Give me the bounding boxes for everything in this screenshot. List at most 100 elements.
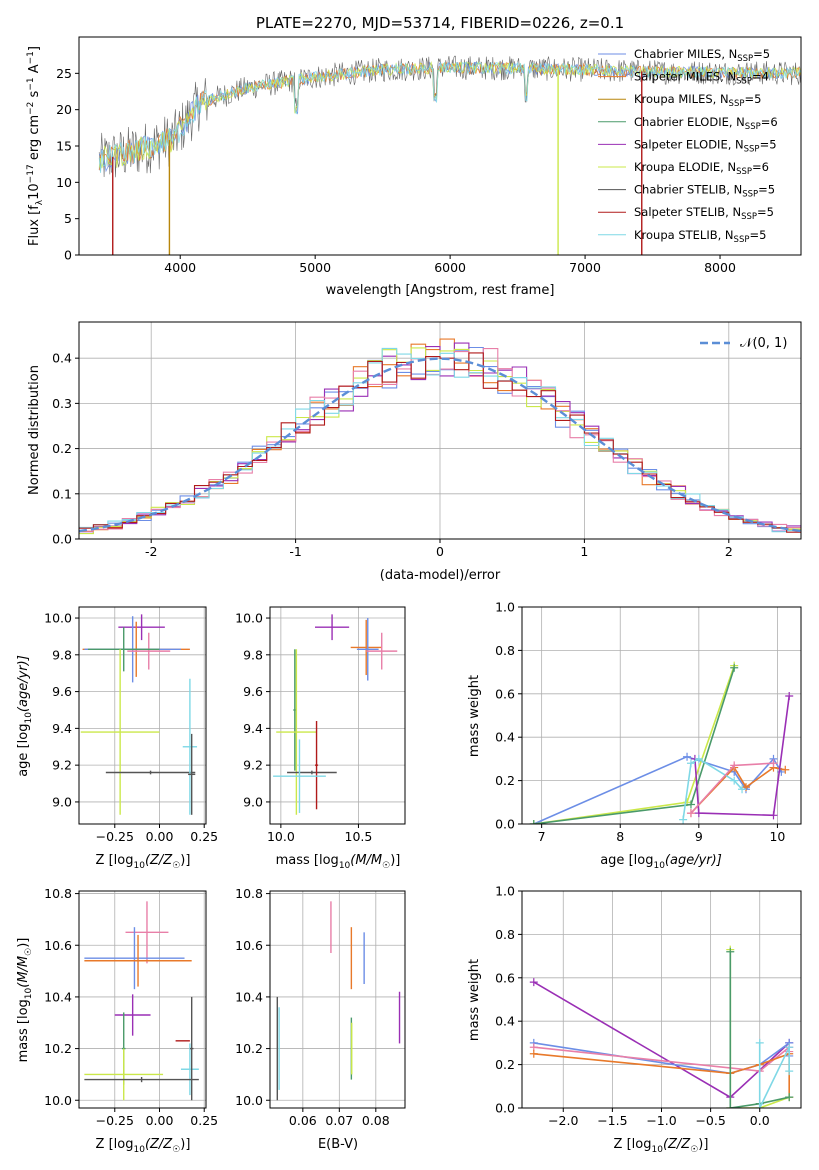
data-point xyxy=(529,820,538,824)
data-point xyxy=(726,1104,735,1108)
y-axis-label: Normed distribution xyxy=(27,365,42,495)
data-point xyxy=(738,785,747,794)
data-point xyxy=(686,800,695,809)
data-point xyxy=(785,1067,794,1076)
legend-entry: Chabrier ELODIE, NSSP=6 xyxy=(634,115,778,132)
plot-mass-weight-vs-Z: −2.0 −1.5 −1.0 −0.5 0.0 0.0 0.2 0.4 0.6 0.8 1.0 Z [… xyxy=(467,884,802,1155)
y-tick-label: 10.0 xyxy=(44,611,72,626)
series-line xyxy=(758,1042,790,1108)
plot-area xyxy=(84,901,199,1101)
axes-frame xyxy=(269,606,406,825)
data-point xyxy=(683,752,692,761)
plot-residuals: -2 -1 0 1 2 0.0 0.1 0.2 0.3 0.4 (data-model)/error… xyxy=(27,321,802,583)
legend-entry: Chabrier STELIB, NSSP=5 xyxy=(634,183,775,200)
x-axis-label: E(B-V) xyxy=(318,1137,358,1152)
plot-area xyxy=(80,614,198,815)
y-axis-label: mass [log10(M/M☉)] xyxy=(16,938,34,1063)
y-tick-label: 10.2 xyxy=(44,1041,72,1056)
chart-title: PLATE=2270, MJD=53714, FIBERID=0226, z=0… xyxy=(256,14,624,32)
y-tick-label: 0.2 xyxy=(52,441,72,456)
legend-entry: Salpeter ELODIE, NSSP=5 xyxy=(634,137,777,154)
y-tick-label: 9.8 xyxy=(52,647,72,662)
histogram-step xyxy=(79,347,801,533)
series-line xyxy=(729,951,790,1108)
data-point xyxy=(781,765,790,774)
x-tick-label: 7000 xyxy=(569,260,601,275)
y-tick-label: 0.0 xyxy=(495,1101,515,1116)
axes-frame xyxy=(269,890,406,1109)
x-axis-label: (data-model)/error xyxy=(380,568,501,583)
data-point xyxy=(769,811,778,820)
x-tick-label: 9 xyxy=(695,829,703,844)
plot-mass-weight-vs-age: 7 8 9 10 0.0 0.2 0.4 0.6 0.8 1.0 age [log10(age/yr… xyxy=(467,600,802,871)
x-axis-label: wavelength [Angstrom, rest frame] xyxy=(326,283,555,298)
x-tick-label: 7 xyxy=(538,829,546,844)
data-point xyxy=(679,815,688,824)
x-tick-label: 0.06 xyxy=(289,1113,317,1128)
x-tick-label: 6000 xyxy=(434,260,466,275)
plot-area xyxy=(98,55,801,255)
data-point xyxy=(769,759,778,768)
axes-frame xyxy=(78,890,207,1109)
data-point xyxy=(730,776,739,785)
legend-entry: Kroupa MILES, NSSP=5 xyxy=(634,92,761,109)
x-axis-label: Z [log10(Z/Z☉)] xyxy=(614,1137,709,1155)
y-tick-label: 10.6 xyxy=(235,938,263,953)
legend-entry: 𝒩(0, 1) xyxy=(740,336,787,351)
x-tick-label: 4000 xyxy=(164,260,196,275)
x-tick-label: 10.0 xyxy=(267,829,295,844)
y-tick-label: 9.4 xyxy=(52,721,72,736)
y-tick-label: 5 xyxy=(64,211,72,226)
y-tick-label: 0.0 xyxy=(495,817,515,832)
x-tick-label: 10 xyxy=(769,829,785,844)
data-point xyxy=(529,1049,538,1058)
y-tick-label: 10.8 xyxy=(235,886,263,901)
legend-entry: Chabrier MILES, NSSP=5 xyxy=(634,47,770,64)
y-tick-label: 0 xyxy=(64,248,72,263)
y-tick-label: 10.4 xyxy=(44,989,72,1004)
plot-area xyxy=(276,901,401,1101)
y-tick-label: 0.2 xyxy=(495,1057,515,1072)
x-tick-label: 0.07 xyxy=(325,1113,353,1128)
x-tick-label: 0.25 xyxy=(190,829,218,844)
legend-entry: Salpeter MILES, NSSP=4 xyxy=(634,70,769,87)
series-line xyxy=(533,667,735,824)
y-tick-label: 0.4 xyxy=(495,1014,515,1029)
x-axis-label: mass [log10(M/M☉)] xyxy=(276,853,401,871)
x-tick-label: 1 xyxy=(580,544,588,559)
y-tick-label: 15 xyxy=(56,139,72,154)
x-tick-label: 0.0 xyxy=(750,1113,770,1128)
y-tick-label: 9.8 xyxy=(243,647,263,662)
y-tick-label: 9.6 xyxy=(243,684,263,699)
y-tick-label: 10.8 xyxy=(44,886,72,901)
data-point xyxy=(686,759,695,768)
plot-mass-vs-Z: −0.25 0.00 0.25 10.0 10.2 10.4 10.6 10.8 Z [log1… xyxy=(16,886,218,1155)
y-tick-label: 0.4 xyxy=(495,730,515,745)
legend-entry: Kroupa ELODIE, NSSP=6 xyxy=(634,160,769,177)
y-axis-label: mass weight xyxy=(467,675,482,757)
y-tick-label: 0.6 xyxy=(495,686,515,701)
y-tick-label: 0.6 xyxy=(495,970,515,985)
x-tick-label: 0.00 xyxy=(146,829,174,844)
y-tick-label: 0.1 xyxy=(52,486,72,501)
plot-area xyxy=(273,614,398,815)
x-tick-label: −1.5 xyxy=(597,1113,627,1128)
x-tick-label: 0.00 xyxy=(146,1113,174,1128)
x-axis-label: age [log10(age/yr)] xyxy=(600,853,722,871)
x-tick-label: 10.5 xyxy=(345,829,373,844)
x-tick-label: 8000 xyxy=(704,260,736,275)
series-line xyxy=(690,766,786,814)
legend-entry: Salpeter STELIB, NSSP=5 xyxy=(634,205,774,222)
x-tick-label: −2.0 xyxy=(548,1113,578,1128)
x-tick-label: 2 xyxy=(725,544,733,559)
x-axis-label: Z [log10(Z/Z☉)] xyxy=(96,853,191,871)
plot-area xyxy=(529,945,794,1108)
y-tick-label: 9.2 xyxy=(52,758,72,773)
y-axis-label: age [log10(age/yr)] xyxy=(16,655,34,777)
x-tick-label: -1 xyxy=(289,544,301,559)
data-point xyxy=(755,1104,764,1108)
y-tick-label: 10.0 xyxy=(235,1093,263,1108)
x-tick-label: 8 xyxy=(616,829,624,844)
data-point xyxy=(694,754,703,763)
